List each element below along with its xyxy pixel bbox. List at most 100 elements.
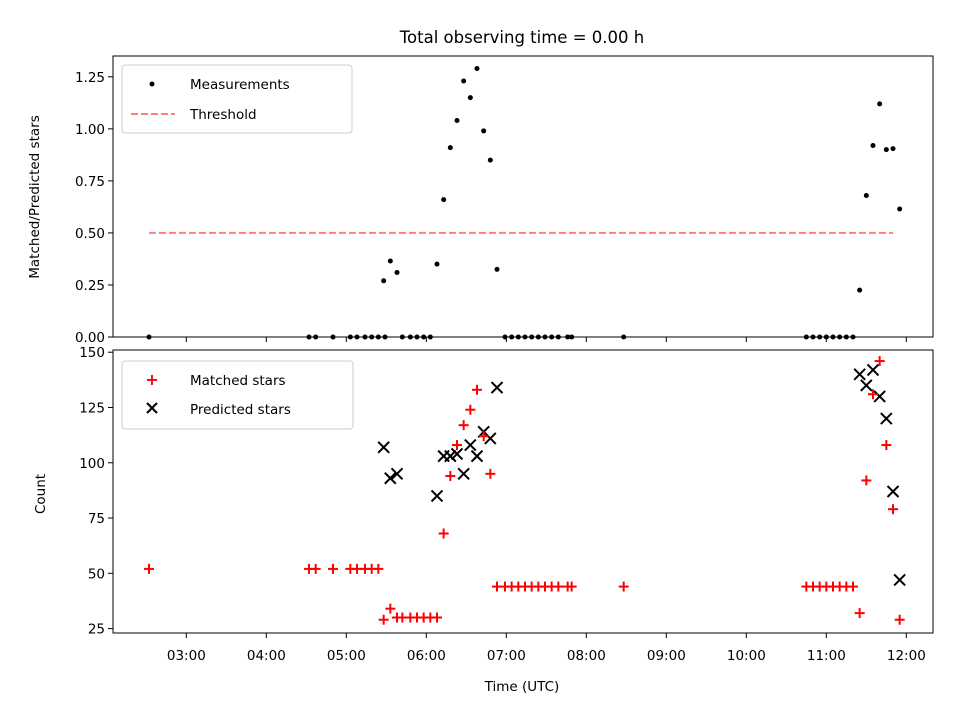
legend-threshold-label: Threshold xyxy=(189,107,257,123)
top-legend: Measurements Threshold xyxy=(121,64,353,134)
matched-star-marker xyxy=(894,614,905,625)
measurement-point xyxy=(454,118,460,124)
y-tick-label: 75 xyxy=(88,511,105,527)
predicted-star-marker xyxy=(490,381,504,394)
measurement-point xyxy=(883,147,889,153)
top-legend-box xyxy=(121,64,353,134)
predicted-star-marker xyxy=(893,573,906,587)
matched-star-marker xyxy=(881,440,892,451)
matched-star-marker xyxy=(378,614,389,625)
predicted-star-marker xyxy=(880,412,893,425)
y-tick-label: 1.25 xyxy=(75,70,105,86)
matched-star-marker xyxy=(438,528,449,539)
matched-star-marker xyxy=(445,471,456,482)
matched-star-marker xyxy=(432,612,442,623)
x-tick-label: 10:00 xyxy=(727,648,766,664)
bottom-legend-box xyxy=(121,360,354,430)
measurement-point xyxy=(897,206,903,212)
legend-predicted-marker xyxy=(146,402,158,414)
predicted-star-marker xyxy=(430,489,444,503)
predicted-star-marker xyxy=(384,472,397,485)
predicted-star-marker xyxy=(470,449,484,463)
x-tick-label: 08:00 xyxy=(567,648,606,664)
matched-star-marker xyxy=(472,384,482,395)
top-panel-frame xyxy=(112,55,934,338)
matched-star-marker xyxy=(848,581,858,592)
y-axis-label-bottom: Count xyxy=(33,474,49,514)
measurement-point xyxy=(487,157,493,163)
matched-star-marker xyxy=(478,431,489,442)
measurement-point xyxy=(870,143,876,149)
predicted-star-marker xyxy=(444,449,457,463)
measurement-point xyxy=(877,101,883,107)
x-axis-label: Time (UTC) xyxy=(484,679,560,695)
matched-star-marker xyxy=(144,563,154,574)
measurement-point xyxy=(387,258,393,264)
predicted-star-marker xyxy=(853,368,866,381)
predicted-star-marker xyxy=(886,485,900,498)
top-panel: 0.00 0.25 0.50 0.75 1.00 1.25 Measurements Th… xyxy=(75,55,934,346)
predicted-star-marker xyxy=(464,438,477,452)
measurement-point xyxy=(447,145,453,151)
matched-star-marker xyxy=(373,563,384,574)
measurement-point xyxy=(467,95,473,101)
y-tick-label: 0.75 xyxy=(75,174,105,190)
bottom-panel-frame xyxy=(112,349,934,634)
x-tick-label: 12:00 xyxy=(887,648,926,664)
predicted-star-marker xyxy=(390,467,404,481)
y-tick-label: 50 xyxy=(88,566,105,582)
x-tick-label: 05:00 xyxy=(327,648,366,664)
matched-star-marker xyxy=(874,356,885,367)
matched-star-marker xyxy=(465,404,476,415)
x-tick-label: 07:00 xyxy=(487,648,526,664)
bottom-panel: 25 50 75 100 125 150 03:00 04:00 05:00 06:00 07:0… xyxy=(79,345,934,664)
predicted-star-marker xyxy=(873,390,886,403)
top-panel-y-ticks: 0.00 0.25 0.50 0.75 1.00 1.25 xyxy=(75,70,113,346)
matched-star-marker xyxy=(385,603,396,614)
legend-matched-label: Matched stars xyxy=(190,373,286,389)
x-tick-label: 06:00 xyxy=(407,648,446,664)
y-tick-label: 0.50 xyxy=(75,226,105,242)
predicted-star-marker xyxy=(484,432,497,445)
legend-predicted-label: Predicted stars xyxy=(190,402,291,418)
x-tick-label: 11:00 xyxy=(807,648,846,664)
x-tick-label: 03:00 xyxy=(167,648,206,664)
bottom-panel-y-ticks: 25 50 75 100 125 150 xyxy=(79,345,113,638)
top-panel-x-ticks xyxy=(185,337,907,342)
predicted-star-marker xyxy=(450,447,464,461)
measurement-point xyxy=(394,269,400,275)
y-axis-label-top: Matched/Predicted stars xyxy=(27,115,43,278)
y-tick-label: 150 xyxy=(79,345,105,361)
predicted-star-marker xyxy=(866,363,880,377)
x-tick-label: 09:00 xyxy=(647,648,686,664)
matched-star-marker xyxy=(854,608,865,619)
bottom-panel-marks xyxy=(144,356,906,625)
matched-star-marker xyxy=(868,389,878,400)
predicted-star-marker xyxy=(377,441,390,454)
measurement-point xyxy=(863,192,869,198)
legend-matched-marker: + xyxy=(145,370,158,389)
matched-star-marker xyxy=(888,504,898,515)
matched-star-marker xyxy=(485,468,496,479)
measurement-point xyxy=(441,197,447,203)
x-tick-label: 04:00 xyxy=(247,648,286,664)
matched-star-marker xyxy=(566,581,577,592)
legend-measurements-marker xyxy=(149,81,155,87)
chart-title: Total observing time = 0.00 h xyxy=(399,28,644,47)
y-tick-label: 25 xyxy=(88,622,105,638)
bottom-panel-x-ticks: 03:00 04:00 05:00 06:00 07:00 08:00 09:00 10:00… xyxy=(167,633,926,664)
bottom-legend: + Matched stars Predicted stars xyxy=(121,360,354,430)
y-tick-label: 0.25 xyxy=(75,278,105,294)
legend-measurements-label: Measurements xyxy=(190,77,290,93)
measurement-point xyxy=(494,266,500,272)
measurement-point xyxy=(434,261,440,267)
measurement-point xyxy=(461,78,467,84)
matched-star-marker xyxy=(310,563,321,574)
measurement-point xyxy=(474,65,480,71)
matched-star-marker xyxy=(328,563,338,574)
matched-star-marker xyxy=(458,420,469,431)
matched-star-marker xyxy=(452,440,462,451)
y-tick-label: 1.00 xyxy=(75,122,105,138)
predicted-star-marker xyxy=(860,379,873,392)
